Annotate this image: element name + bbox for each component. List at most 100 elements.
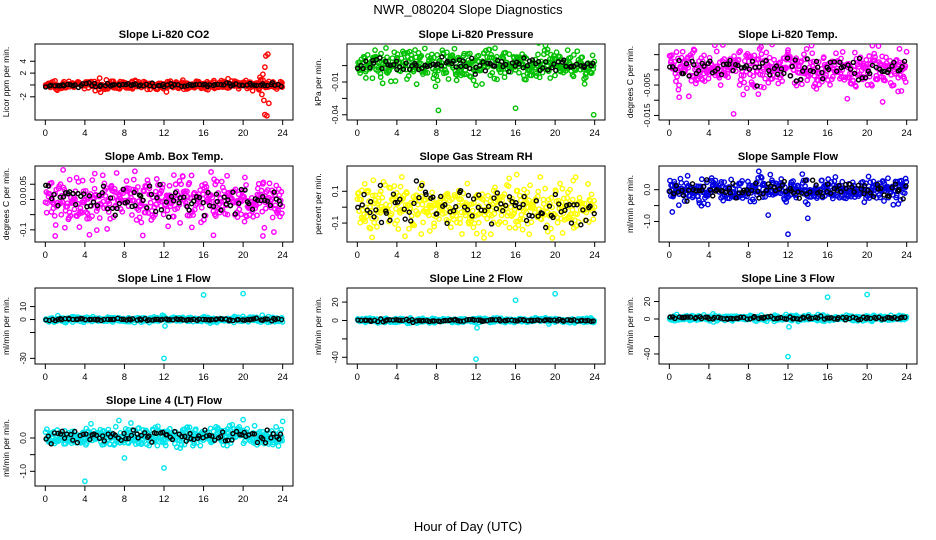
y-axis-label: Licor ppm per min. xyxy=(1,47,11,117)
scatter-point xyxy=(763,49,770,56)
y-tick-label: 0 xyxy=(18,317,28,322)
reference-point xyxy=(701,63,707,69)
outlier-point xyxy=(398,174,405,180)
reference-point xyxy=(723,61,730,67)
reference-point xyxy=(756,315,762,322)
scatter-point xyxy=(392,78,399,84)
outlier-point xyxy=(261,111,268,118)
scatter-point xyxy=(839,49,846,55)
scatter-point xyxy=(825,176,832,182)
reference-point xyxy=(242,187,248,193)
reference-point xyxy=(472,71,478,77)
scatter-point xyxy=(501,191,508,197)
reference-point xyxy=(540,65,546,71)
reference-point xyxy=(667,64,673,70)
x-tick-label: 24 xyxy=(277,250,288,261)
reference-point xyxy=(521,55,527,61)
scatter-point xyxy=(533,70,540,77)
reference-point xyxy=(695,68,702,74)
scatter-point xyxy=(879,99,886,105)
reference-point xyxy=(793,78,800,84)
outlier-point xyxy=(730,111,737,117)
reference-point xyxy=(825,66,832,73)
plot-frame xyxy=(34,287,294,365)
scatter-point xyxy=(896,45,903,52)
scatter-point xyxy=(801,51,807,58)
scatter-point xyxy=(462,212,469,219)
reference-point xyxy=(831,59,838,65)
scatter-point xyxy=(524,189,531,196)
reference-point xyxy=(730,67,736,74)
reference-point xyxy=(464,317,470,323)
reference-point xyxy=(460,58,466,64)
reference-point xyxy=(482,68,489,74)
reference-point xyxy=(535,58,542,65)
reference-point xyxy=(469,213,475,219)
scatter-point xyxy=(469,207,476,214)
scatter-point xyxy=(357,219,364,226)
scatter-point xyxy=(849,71,855,77)
scatter-point xyxy=(574,48,581,55)
reference-point xyxy=(512,202,518,209)
reference-point xyxy=(49,195,55,202)
scatter-point xyxy=(383,45,389,51)
scatter-point xyxy=(83,440,90,446)
scatter-point xyxy=(61,224,68,231)
scatter-point xyxy=(213,178,220,185)
data-points xyxy=(354,171,598,241)
scatter-point xyxy=(96,215,103,221)
scatter-point xyxy=(422,69,429,76)
reference-point xyxy=(157,181,163,188)
reference-point xyxy=(227,202,234,209)
x-tick-label: 0 xyxy=(43,250,48,261)
scatter-point xyxy=(89,213,95,220)
scatter-point xyxy=(685,93,692,100)
scatter-point xyxy=(883,54,889,61)
reference-point xyxy=(52,317,59,324)
reference-point xyxy=(450,208,457,214)
reference-point xyxy=(225,197,231,203)
scatter-point xyxy=(163,89,170,95)
reference-point xyxy=(679,187,685,194)
outlier-point xyxy=(765,212,772,219)
reference-point xyxy=(390,317,396,323)
panel-title: Slope Line 3 Flow xyxy=(742,273,835,285)
scatter-point xyxy=(258,187,265,194)
reference-point xyxy=(377,182,384,189)
scatter-point xyxy=(442,210,448,216)
reference-point xyxy=(152,316,158,323)
outlier-point xyxy=(264,51,271,58)
y-tick-label: -2 xyxy=(18,93,28,101)
reference-point xyxy=(590,318,596,324)
scatter-point xyxy=(455,203,462,209)
scatter-point xyxy=(187,195,194,201)
reference-point xyxy=(886,314,893,321)
reference-point xyxy=(562,207,568,213)
reference-point xyxy=(687,314,694,320)
reference-point xyxy=(424,63,430,70)
x-tick-label: 8 xyxy=(434,250,439,261)
reference-point xyxy=(461,204,468,210)
scatter-point xyxy=(668,52,675,59)
x-tick-label: 4 xyxy=(394,250,399,261)
scatter-point xyxy=(144,177,151,184)
scatter-point xyxy=(557,180,563,187)
reference-point xyxy=(802,177,809,184)
x-tick-label: 8 xyxy=(434,128,439,139)
scatter-point xyxy=(527,182,533,189)
scatter-point xyxy=(502,219,509,226)
reference-point xyxy=(899,64,905,70)
panel-title: Slope Gas Stream RH xyxy=(419,151,532,163)
scatter-point xyxy=(62,440,69,447)
reference-point xyxy=(765,314,771,320)
reference-point xyxy=(693,187,699,194)
scatter-point xyxy=(706,54,713,61)
reference-point xyxy=(564,202,570,209)
outlier-point xyxy=(435,107,442,114)
y-axis-label: ml/min per min. xyxy=(625,297,635,355)
scatter-point xyxy=(443,69,450,76)
reference-point xyxy=(838,189,844,195)
reference-point xyxy=(51,191,57,198)
reference-point xyxy=(262,316,268,322)
scatter-point xyxy=(99,172,106,179)
